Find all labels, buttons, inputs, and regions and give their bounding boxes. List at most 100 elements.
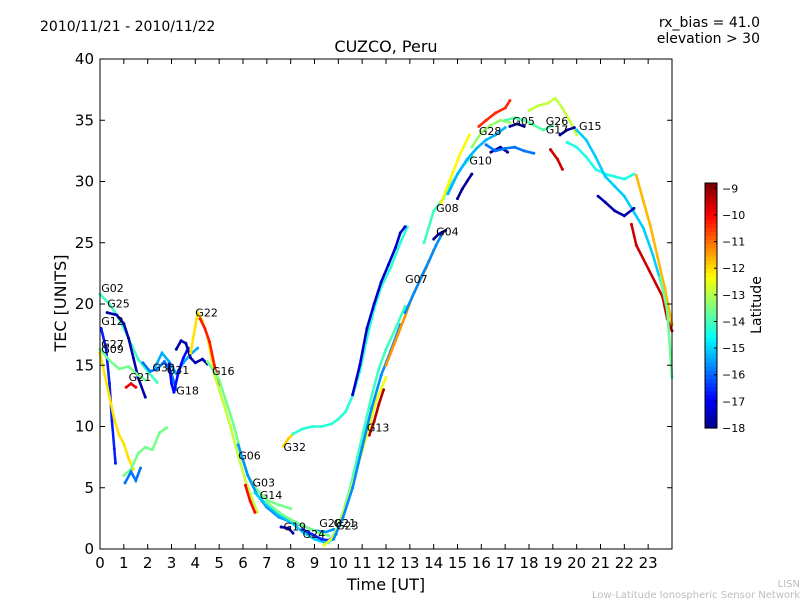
colorbar-segment	[705, 297, 717, 303]
data-point	[663, 286, 667, 290]
colorbar-segment	[705, 219, 717, 225]
data-point	[484, 143, 488, 147]
data-point	[365, 327, 369, 330]
colorbar-segment	[705, 187, 717, 192]
colorbar-tick-label: −12	[722, 262, 745, 275]
data-point	[134, 478, 138, 482]
data-point	[112, 447, 116, 451]
data-point	[320, 532, 324, 536]
satellite-label: G26	[546, 115, 569, 128]
track-line-g15	[565, 141, 636, 181]
track-line-g07b	[403, 230, 445, 314]
satellite-label: G14	[260, 489, 283, 502]
data-point	[465, 180, 469, 183]
data-point	[508, 124, 512, 128]
colorbar-tick-label: −13	[722, 289, 745, 302]
data-point	[291, 531, 295, 535]
data-point	[432, 237, 436, 241]
data-point	[208, 340, 212, 344]
data-point	[141, 361, 145, 365]
data-point	[413, 290, 417, 294]
data-point	[189, 356, 193, 360]
colorbar-segment	[705, 334, 717, 339]
data-point	[613, 175, 617, 179]
x-tick-label: 9	[310, 554, 320, 572]
colorbar-segment	[705, 399, 717, 405]
data-point	[253, 491, 257, 495]
data-point	[358, 363, 362, 367]
track-g05	[484, 143, 536, 155]
data-point	[127, 365, 131, 368]
track-g05b	[503, 116, 555, 132]
track-line-g06	[213, 373, 259, 514]
data-point	[310, 425, 314, 428]
y-tick-label: 35	[75, 111, 94, 129]
data-point	[370, 406, 374, 410]
track-g06	[212, 373, 259, 514]
data-point	[224, 400, 228, 404]
data-point	[446, 192, 450, 196]
data-point	[470, 172, 474, 176]
data-point	[320, 425, 324, 428]
data-point	[494, 133, 498, 137]
track-g28b	[477, 99, 512, 128]
colorbar-tick-label: −18	[722, 422, 745, 435]
track-line-g13	[368, 388, 385, 437]
data-point	[179, 339, 183, 343]
x-tick-label: 5	[214, 554, 224, 572]
data-point	[201, 357, 204, 361]
elevation-filter: elevation > 30	[657, 31, 760, 47]
colorbar-segment	[705, 350, 717, 356]
data-point	[575, 145, 579, 149]
data-point	[389, 265, 393, 269]
y-tick-label: 25	[75, 234, 94, 252]
satellite-label: G06	[238, 450, 261, 463]
data-point	[329, 422, 333, 426]
data-point	[155, 367, 159, 371]
colorbar-segment	[705, 256, 717, 262]
data-point	[403, 314, 407, 318]
data-point	[560, 167, 564, 171]
track-line-g05b	[503, 116, 555, 132]
data-point	[196, 311, 200, 315]
x-tick-label: 6	[238, 554, 248, 572]
data-point	[139, 466, 142, 470]
data-point	[184, 341, 188, 345]
track-g19	[279, 525, 295, 535]
x-tick-label: 11	[353, 554, 372, 572]
data-point	[594, 167, 598, 171]
data-point	[291, 432, 295, 436]
data-point	[498, 145, 502, 149]
chart-title: CUZCO, Peru	[334, 37, 437, 56]
colorbar-segment	[705, 346, 717, 352]
data-point	[384, 376, 388, 379]
data-point	[522, 124, 526, 128]
data-point	[484, 138, 488, 142]
data-point	[489, 150, 493, 154]
data-point	[124, 385, 128, 389]
data-point	[498, 118, 502, 122]
track-line-g08b	[439, 133, 471, 205]
colorbar-segment	[705, 366, 717, 372]
data-point	[320, 537, 324, 541]
colorbar-segment	[705, 354, 717, 360]
data-point	[375, 398, 378, 402]
x-tick-label: 15	[448, 554, 467, 572]
data-point	[322, 543, 326, 547]
track-g15c	[596, 194, 636, 218]
data-point	[527, 109, 531, 112]
data-point	[301, 427, 305, 431]
data-point	[251, 498, 254, 502]
track-line-g09	[98, 351, 135, 471]
colorbar-segment	[705, 403, 717, 409]
data-point	[436, 232, 440, 236]
track-g26b	[549, 148, 564, 171]
data-point	[243, 483, 247, 487]
track-g04	[432, 229, 448, 241]
colorbar-segment	[705, 276, 717, 282]
y-tick-label: 15	[75, 356, 94, 374]
data-point	[143, 445, 147, 449]
data-point	[236, 443, 240, 447]
data-point	[360, 445, 364, 449]
data-point	[143, 378, 147, 382]
